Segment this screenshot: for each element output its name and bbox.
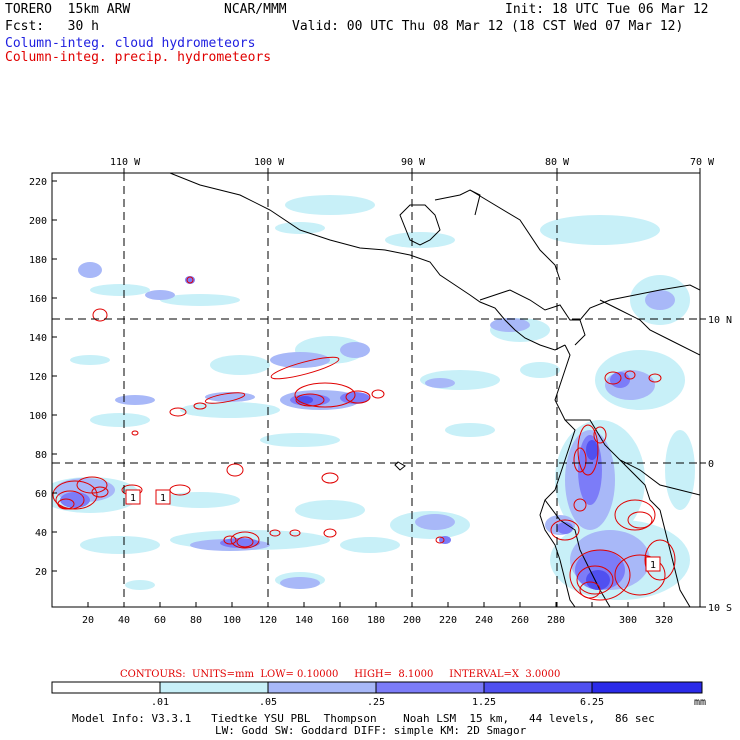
x-axis-ticks	[87, 602, 665, 607]
latlon-grid	[52, 173, 700, 607]
y-tick-label: 40	[35, 528, 47, 539]
box-label: 1	[130, 493, 136, 504]
colorbar	[51, 681, 703, 694]
right-ticks	[700, 318, 706, 608]
lat-label-10n: 10 N	[708, 315, 732, 326]
y-axis-ticks	[52, 180, 57, 572]
y-tick-label: 100	[29, 411, 47, 422]
x-tick-label: 180	[367, 615, 385, 626]
x-tick-label: 60	[154, 615, 166, 626]
colorbar-unit: mm	[694, 697, 706, 708]
x-tick-label: 120	[259, 615, 277, 626]
valid-time: Valid: 00 UTC Thu 08 Mar 12 (18 CST Wed …	[292, 19, 684, 34]
model-info-line2: LW: Godd SW: Goddard DIFF: simple KM: 2D…	[215, 724, 527, 737]
y-tick-label: 160	[29, 294, 47, 305]
x-tick-label: 100	[223, 615, 241, 626]
x-tick-label: 160	[331, 615, 349, 626]
y-tick-label: 200	[29, 216, 47, 227]
x-tick-label: 40	[118, 615, 130, 626]
lat-label-10s: 10 S	[708, 603, 732, 614]
y-tick-label: 20	[35, 567, 47, 578]
lon-label-100w: 100 W	[254, 157, 285, 168]
x-tick-label: 260	[511, 615, 529, 626]
box-label: 1	[160, 493, 166, 504]
y-tick-label: 220	[29, 177, 47, 188]
colorbar-label: .25	[367, 697, 385, 708]
highlight-boxes	[125, 489, 661, 572]
legend-precip-hydrometeors: Column-integ. precip. hydrometeors	[5, 50, 272, 65]
contours-info: CONTOURS: UNITS=mm LOW= 0.10000 HIGH= 8.…	[120, 669, 560, 680]
forecast-hour: Fcst: 30 h	[5, 19, 99, 34]
x-tick-label: 240	[475, 615, 493, 626]
model-title: TORERO 15km ARW	[5, 2, 131, 17]
x-tick-label: 80	[190, 615, 202, 626]
colorbar-label: 1.25	[472, 697, 496, 708]
y-tick-label: 80	[35, 450, 47, 461]
y-tick-label: 120	[29, 372, 47, 383]
init-time: Init: 18 UTC Tue 06 Mar 12	[505, 2, 709, 17]
coastlines	[169, 173, 700, 607]
top-ticks	[123, 168, 701, 173]
lon-label-90w: 90 W	[401, 157, 426, 168]
y-tick-label: 140	[29, 333, 47, 344]
x-tick-label: 220	[439, 615, 457, 626]
precip-contours	[52, 276, 676, 601]
box-label: 1	[650, 560, 656, 571]
x-tick-label: 300	[619, 615, 637, 626]
y-tick-label: 180	[29, 255, 47, 266]
x-tick-label: 20	[82, 615, 94, 626]
x-tick-label: 320	[655, 615, 673, 626]
lat-label-0: 0	[708, 459, 714, 470]
x-tick-label: 140	[295, 615, 313, 626]
colorbar-label: .05	[259, 697, 277, 708]
lon-label-110w: 110 W	[110, 157, 141, 168]
y-tick-label: 60	[35, 489, 47, 500]
colorbar-label: 6.25	[580, 697, 604, 708]
model-info-line1: Model Info: V3.3.1 Tiedtke YSU PBL Thomp…	[72, 712, 655, 725]
lon-label-80w: 80 W	[545, 157, 570, 168]
lon-label-70w: 70 W	[690, 157, 715, 168]
x-tick-label: 280	[547, 615, 565, 626]
legend-cloud-hydrometeors: Column-integ. cloud hydrometeors	[5, 36, 256, 51]
colorbar-label: .01	[151, 697, 169, 708]
x-tick-label: 200	[403, 615, 421, 626]
org-label: NCAR/MMM	[224, 2, 287, 17]
